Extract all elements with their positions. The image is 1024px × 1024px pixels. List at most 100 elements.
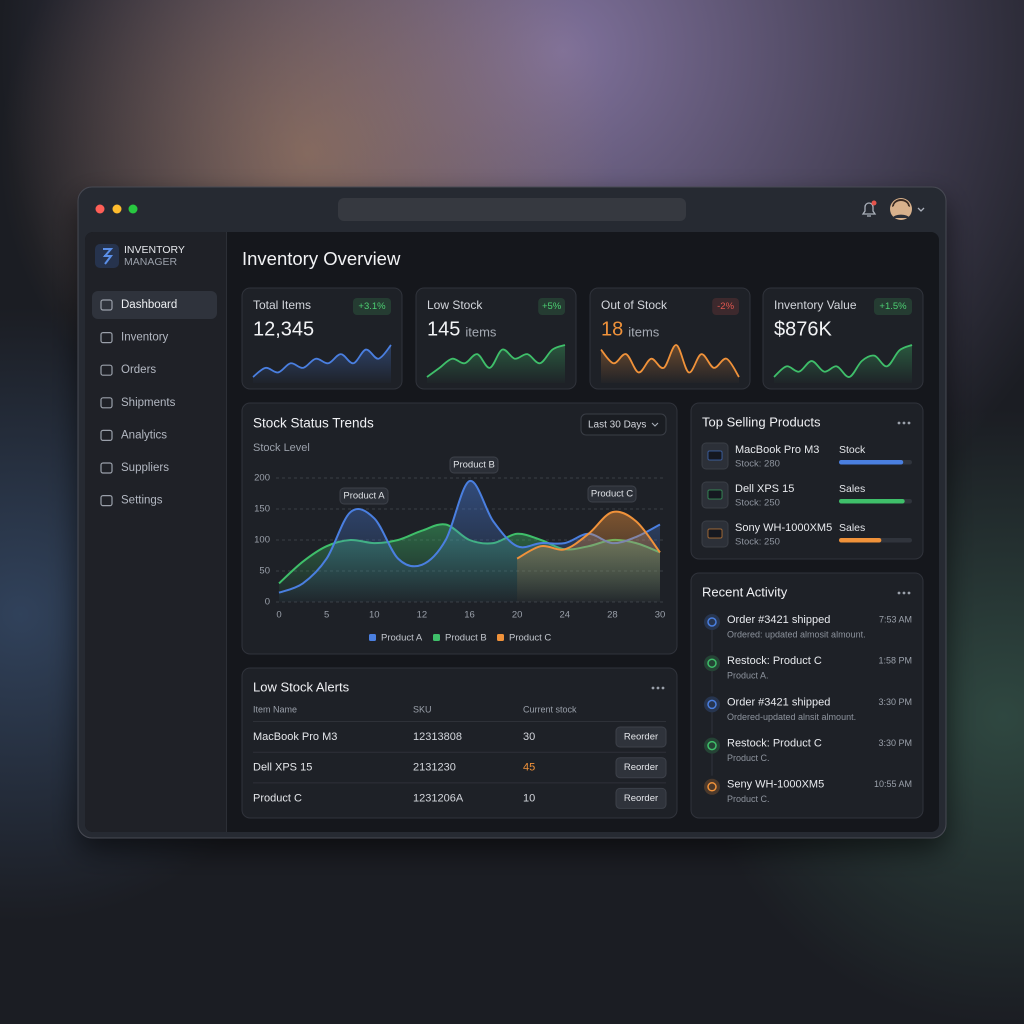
product-metric: Sales [839, 483, 865, 495]
kpi-change: -2% [717, 301, 734, 312]
nav-item[interactable]: Inventory [100, 332, 169, 344]
product-detail: Stock: 250 [735, 498, 780, 509]
product-glyph [707, 450, 723, 461]
chevron-icon [651, 422, 659, 427]
button-label: Reorder [624, 793, 658, 804]
activity-time: 1:58 PM [878, 656, 912, 666]
window-maximize[interactable] [128, 204, 138, 214]
nav-icon [100, 462, 113, 474]
legend-swatch [497, 634, 504, 641]
kpi-value: $876K [774, 318, 832, 340]
annotation-box [449, 456, 499, 474]
avatar-hair [892, 199, 910, 207]
x-tick-label: 10 [369, 610, 380, 621]
menu-dot [902, 421, 906, 425]
menu-dot [656, 686, 660, 690]
sparkline-area [601, 344, 739, 383]
brand-subtitle: MANAGER [124, 256, 178, 268]
kpi-label: Low Stock [427, 298, 483, 312]
legend-swatch [369, 634, 376, 641]
nav-item[interactable]: Shipments [100, 397, 176, 409]
product-glyph [707, 489, 723, 500]
kpi-badge [712, 298, 739, 315]
sparkline [426, 344, 566, 378]
avatar [890, 198, 912, 220]
activity-icon [707, 658, 717, 668]
item-sku: 2131230 [413, 762, 456, 774]
item-sku: 12313808 [413, 731, 462, 743]
annotation-box [587, 485, 637, 503]
product-detail: Stock: 280 [735, 459, 780, 470]
nav-item[interactable]: Analytics [100, 429, 167, 441]
page-title: Inventory Overview [242, 248, 401, 269]
product-metric: Sales [839, 522, 865, 534]
y-tick-label: 150 [254, 504, 270, 515]
notification-dot [871, 200, 877, 206]
product-name: Dell XPS 15 [735, 483, 794, 495]
activity-detail: Product A. [727, 671, 769, 681]
activity-time: 3:30 PM [878, 697, 912, 707]
activity-icon-bg [704, 696, 720, 713]
nav-item[interactable]: Orders [100, 364, 156, 376]
x-tick-label: 24 [559, 610, 570, 621]
kpi-badge [874, 298, 912, 315]
x-tick-label: 12 [417, 610, 428, 621]
kpi-label: Inventory Value [774, 298, 857, 312]
search-bar[interactable] [338, 198, 686, 221]
button-label: Reorder [624, 732, 658, 743]
x-tick-label: 20 [512, 610, 523, 621]
y-tick-label: 100 [254, 535, 270, 546]
activity-title: Order #3421 shipped [727, 696, 830, 708]
button-label: Reorder [624, 762, 658, 773]
nav-item[interactable]: Settings [100, 495, 163, 507]
column-header: Current stock [523, 704, 577, 714]
kpi-change: +5% [542, 301, 562, 312]
sparkline-area [774, 345, 912, 383]
reorder-button[interactable]: Reorder [615, 787, 667, 809]
nav-label: Orders [121, 364, 156, 376]
y-tick-label: 0 [265, 597, 270, 608]
series-area [517, 511, 660, 602]
window-close[interactable] [95, 204, 105, 214]
series-line [516, 510, 661, 560]
legend-label: Product B [445, 633, 487, 644]
kpi-unit: items [465, 324, 497, 339]
nav-icon [100, 364, 113, 376]
y-tick-label: 50 [259, 566, 270, 577]
kpi-label: Out of Stock [601, 298, 668, 312]
kpi-change: +1.5% [879, 301, 907, 312]
product-metric: Stock [839, 444, 866, 456]
period-dropdown[interactable]: Last 30 Days [580, 413, 667, 436]
window-minimize[interactable] [112, 204, 122, 214]
nav-item[interactable]: Dashboard [92, 291, 217, 319]
product-detail: Stock: 250 [735, 537, 780, 548]
annotation: Product C [591, 489, 633, 500]
bell-icon [861, 202, 877, 217]
item-name: Product C [253, 792, 302, 804]
menu-dot [897, 591, 901, 595]
dropdown-box [580, 413, 667, 436]
nav-label: Inventory [121, 332, 169, 344]
item-stock: 10 [523, 792, 535, 804]
notifications-button[interactable] [861, 200, 877, 217]
user-menu[interactable] [890, 198, 925, 220]
activity-title: Seny WH-1000XM5 [727, 779, 824, 791]
nav-label: Shipments [121, 397, 176, 409]
annotation: Product B [453, 460, 495, 471]
progress-bar [839, 460, 904, 465]
nav-item[interactable]: Suppliers [100, 462, 169, 474]
x-tick-label: 0 [276, 610, 281, 621]
activity-card [690, 572, 924, 819]
legend-label: Product A [381, 633, 423, 644]
legend-swatch [433, 634, 440, 641]
activity-time: 10:55 AM [874, 779, 912, 789]
sidebar [85, 232, 226, 832]
kpi-label: Total Items [253, 298, 311, 312]
avatar-body [892, 214, 910, 218]
product-name: MacBook Pro M3 [735, 444, 819, 456]
menu-dot [907, 421, 911, 425]
nav-label: Dashboard [121, 299, 177, 311]
reorder-button[interactable]: Reorder [615, 757, 667, 779]
reorder-button[interactable]: Reorder [615, 726, 667, 748]
